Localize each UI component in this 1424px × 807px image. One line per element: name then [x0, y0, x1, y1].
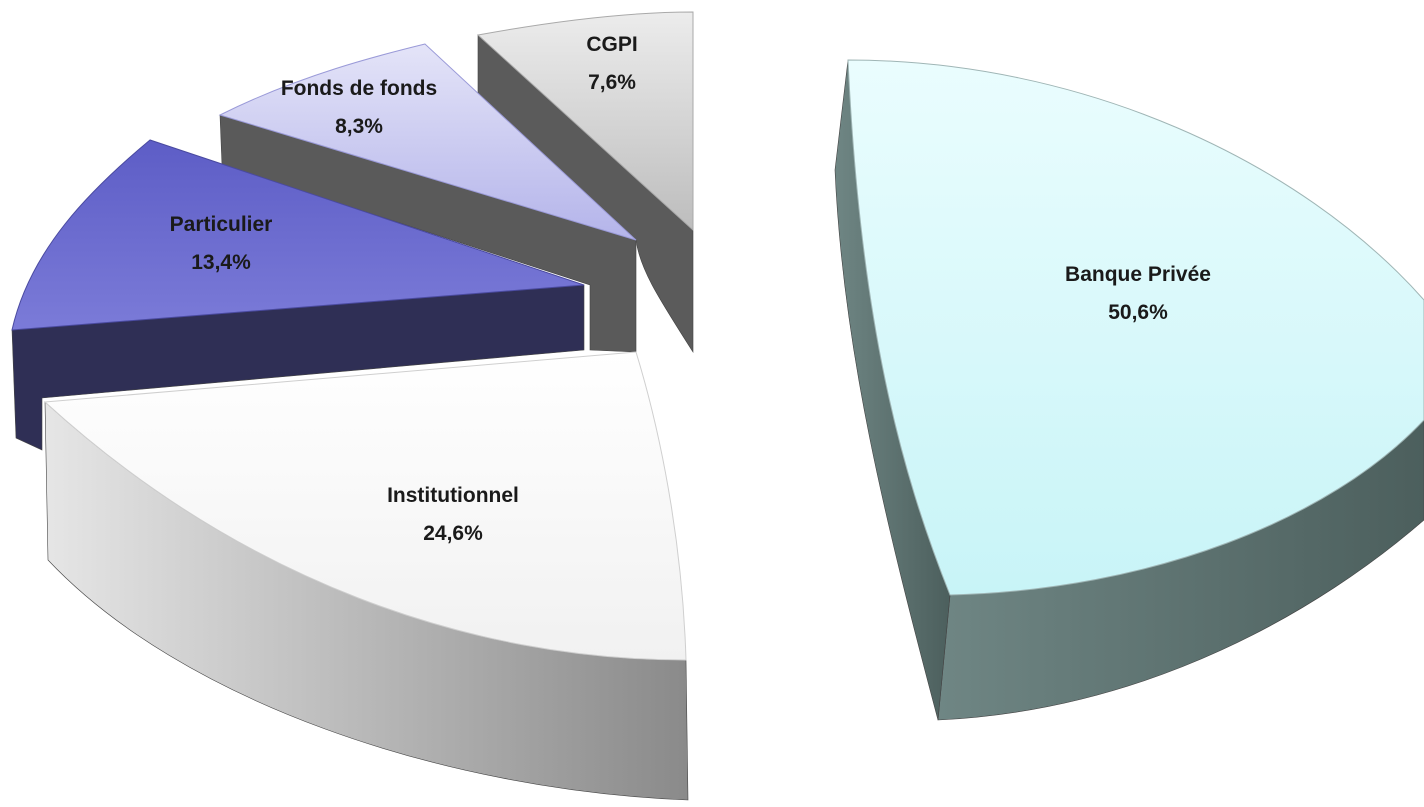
pie-slice-fonds-de-fonds [218, 43, 637, 241]
slice-value-label-fonds-de-fonds: 8,3% [335, 115, 383, 138]
slice-value-label-particulier: 13,4% [191, 251, 251, 274]
slice-label-cgpi: CGPI [586, 33, 637, 56]
pie-slice-banque-privee [847, 59, 1424, 596]
slice-value-label-cgpi: 7,6% [588, 71, 636, 94]
slice-value-label-institutionnel: 24,6% [423, 522, 483, 545]
pie-slice-particulier [11, 139, 585, 331]
slice-label-banque-privee: Banque Privée [1065, 263, 1211, 286]
slice-label-particulier: Particulier [170, 213, 273, 236]
slice-label-fonds-de-fonds: Fonds de fonds [281, 77, 437, 100]
pie-slice-cgpi [476, 11, 694, 232]
pie-slice-institutionnel [43, 351, 687, 661]
slice-value-label-banque-privee: 50,6% [1108, 301, 1168, 324]
slice-label-institutionnel: Institutionnel [387, 484, 519, 507]
